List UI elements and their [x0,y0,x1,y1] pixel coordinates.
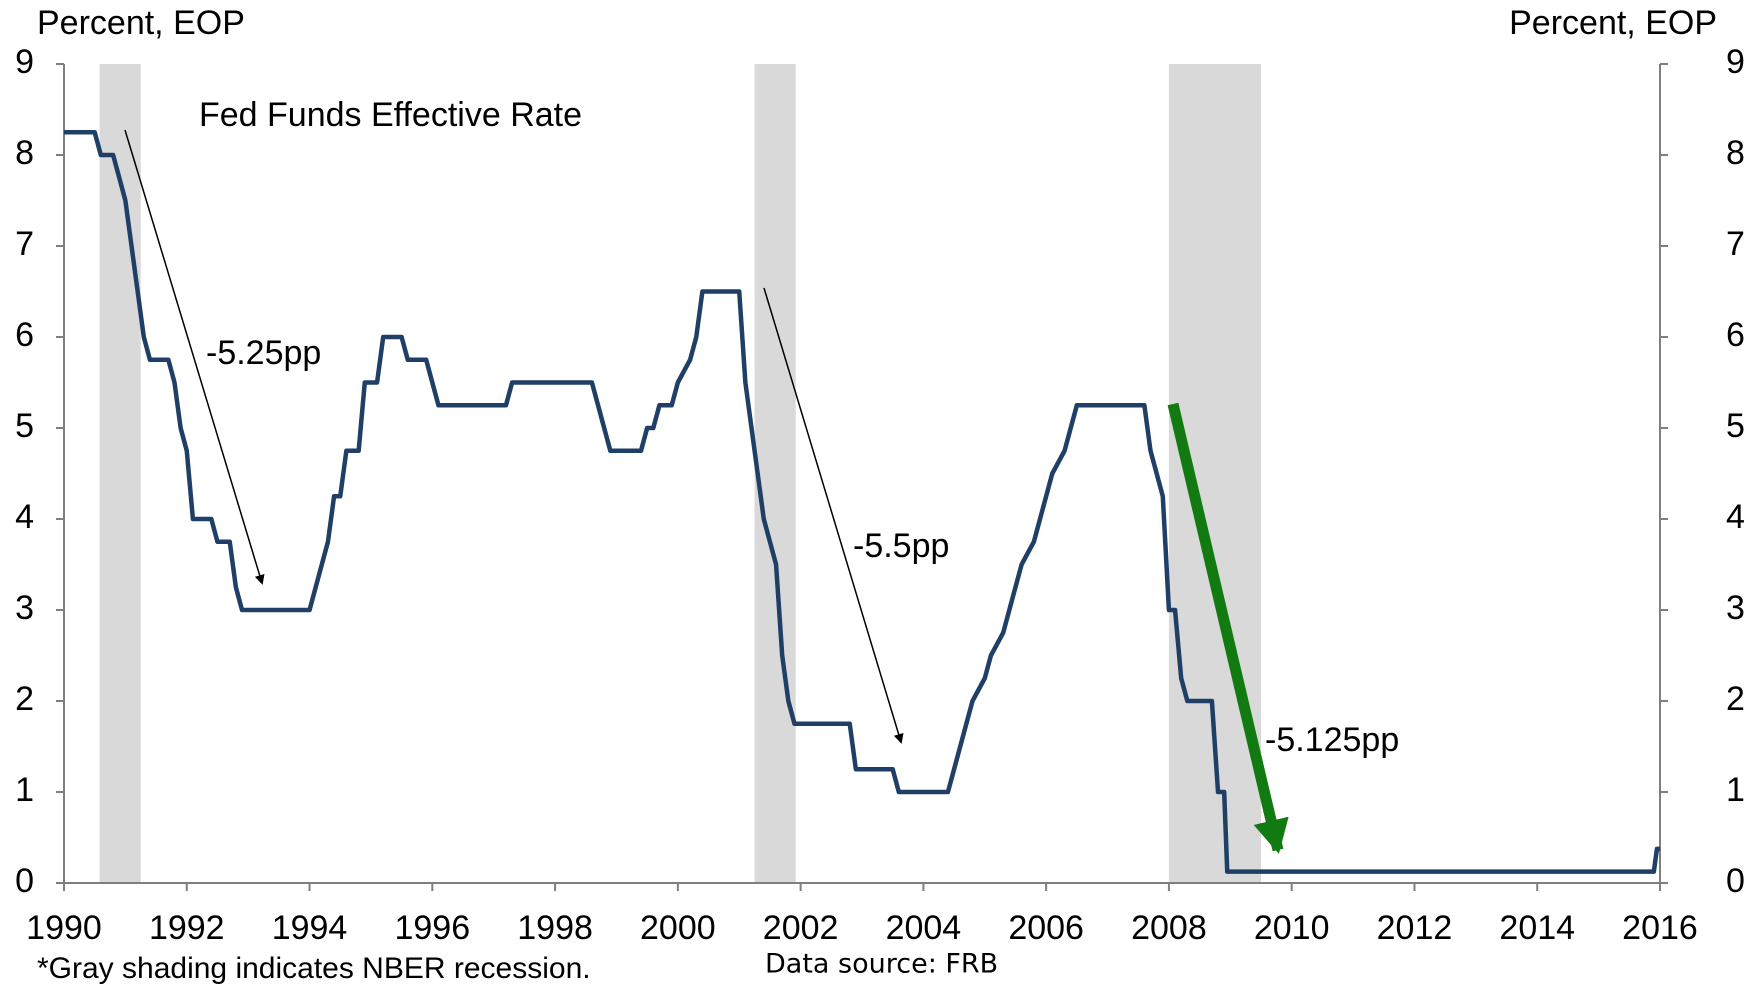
x-tick-label: 2004 [886,909,962,947]
source: Data source: FRB [765,949,998,980]
annotation: -5.5pp [853,527,949,565]
y-tick-label: 6 [15,316,34,354]
y-tick-label: 3 [15,589,34,627]
x-tick-label: 2002 [763,909,839,947]
y-tick-label: 0 [15,862,34,900]
y2-tick-label: 7 [1726,225,1745,263]
plot-area: 0 1 2 3 4 5 6 7 8 9 0 1 2 3 4 5 6 7 8 9 1990 1992 1994 1996 1998… [15,43,1745,947]
y2-tick-label: 1 [1726,771,1745,809]
x-tick-label: 2014 [1499,909,1575,947]
x-tick-label: 2000 [640,909,716,947]
chart-title: Fed Funds Effective Rate [199,96,582,134]
y-tick-label: 1 [15,771,34,809]
y2-tick-label: 5 [1726,407,1745,445]
arrow [763,287,904,744]
x-tick-label: 2012 [1377,909,1453,947]
arrow [124,129,265,585]
y-tick-label: 8 [15,134,34,172]
y-tick-label: 7 [15,225,34,263]
x-tick-label: 1992 [149,909,225,947]
x-tick-label: 2008 [1131,909,1207,947]
y2-tick-label: 3 [1726,589,1745,627]
x-tick-label: 2010 [1254,909,1330,947]
y-axis-label: Percent, EOP [37,4,245,42]
annotation: -5.25pp [206,334,321,372]
y-tick-label: 2 [15,680,34,718]
x-tick-label: 1998 [517,909,593,947]
y2-tick-label: 9 [1726,43,1745,81]
x-tick-label: 1990 [26,909,102,947]
y2-tick-label: 0 [1726,862,1745,900]
y-tick-label: 4 [15,498,34,536]
recession-band [754,64,796,883]
y2-axis-label: Percent, EOP [1509,4,1717,42]
y-tick-label: 5 [15,407,34,445]
x-tick-label: 1996 [394,909,470,947]
y2-tick-label: 2 [1726,680,1745,718]
y2-tick-label: 4 [1726,498,1745,536]
recession-layer [99,64,1261,883]
recession-band [99,64,141,883]
series-line [64,130,1660,874]
arrow [1167,402,1289,854]
x-tick-label: 2006 [1008,909,1084,947]
y-tick-label: 9 [15,43,34,81]
y2-tick-label: 8 [1726,134,1745,172]
annotation: -5.125pp [1265,721,1399,759]
footnote: *Gray shading indicates NBER recession. [37,952,591,985]
x-tick-label: 2016 [1622,909,1698,947]
x-tick-label: 1994 [272,909,348,947]
y2-tick-label: 6 [1726,316,1745,354]
